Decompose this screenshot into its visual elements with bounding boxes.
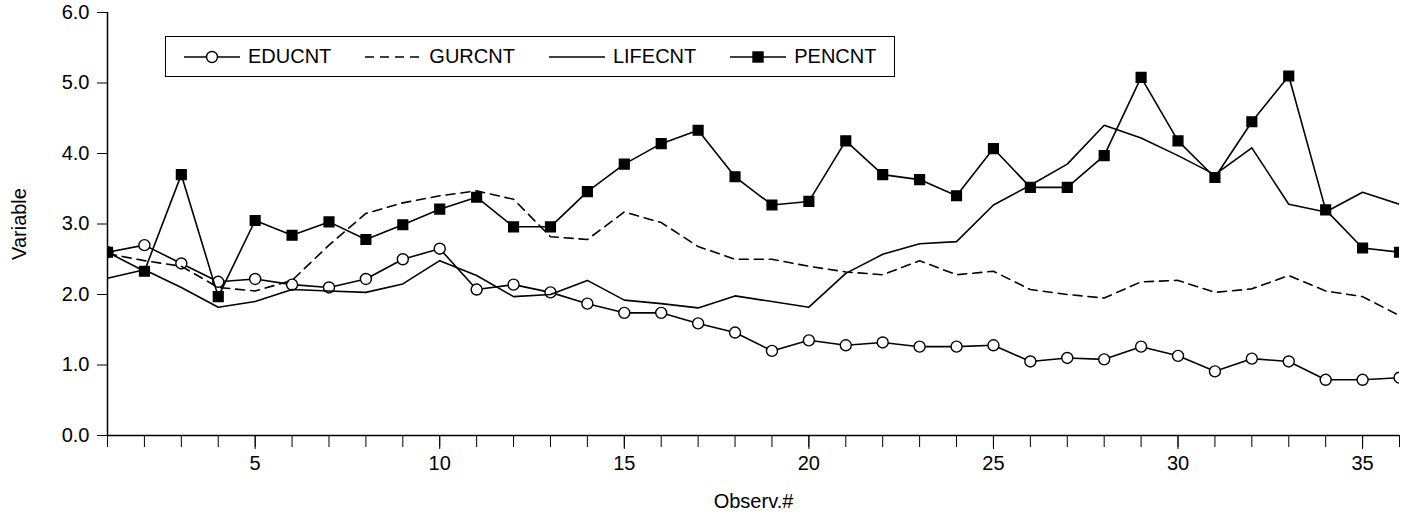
svg-text:4.0: 4.0 <box>62 142 90 164</box>
svg-text:6.0: 6.0 <box>62 1 90 23</box>
svg-text:10: 10 <box>429 452 451 474</box>
html-text:GURCNT: GURCNT <box>429 45 515 67</box>
svg-text:0.0: 0.0 <box>62 424 90 446</box>
svg-text:2.0: 2.0 <box>62 283 90 305</box>
svg-text:20: 20 <box>798 452 820 474</box>
svg-text:35: 35 <box>1351 452 1373 474</box>
svg-text:15: 15 <box>613 452 635 474</box>
svg-text:5.0: 5.0 <box>62 71 90 93</box>
svg-text:5: 5 <box>250 452 261 474</box>
html-text:EDUCNT: EDUCNT <box>248 45 332 67</box>
svg-text:Observ.#: Observ.# <box>714 490 795 512</box>
html-text:PENCNT: PENCNT <box>794 45 877 67</box>
svg-text:1.0: 1.0 <box>62 353 90 375</box>
svg-text:3.0: 3.0 <box>62 212 90 234</box>
svg-text:30: 30 <box>1167 452 1189 474</box>
html-text:LIFECNT: LIFECNT <box>612 45 697 67</box>
svg-text:Variable: Variable <box>8 188 30 260</box>
svg-text:25: 25 <box>982 452 1004 474</box>
